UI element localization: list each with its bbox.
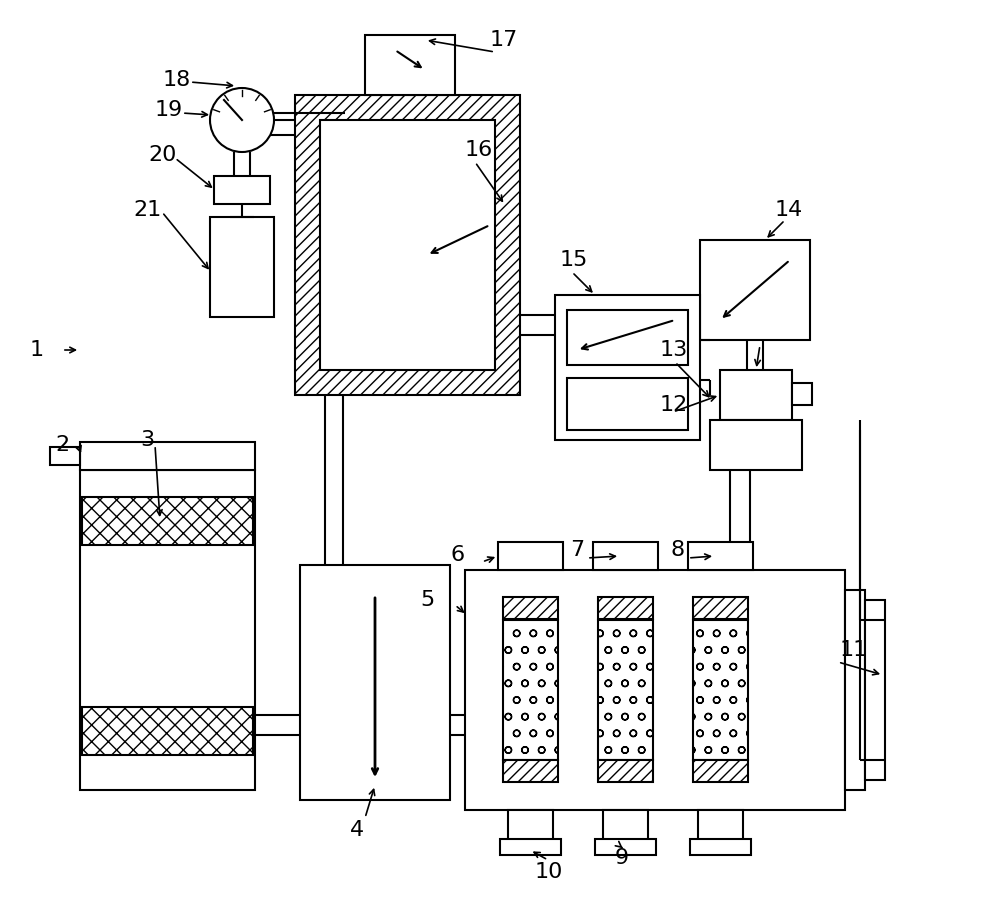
Text: 8: 8: [670, 540, 684, 560]
Text: 17: 17: [490, 30, 518, 50]
Bar: [595, 839, 656, 855]
Bar: [710, 420, 802, 470]
Bar: [693, 620, 748, 760]
Text: 9: 9: [615, 848, 629, 868]
Text: 11: 11: [840, 640, 868, 660]
Text: 13: 13: [660, 340, 688, 360]
Bar: [693, 760, 748, 782]
Bar: [82, 707, 253, 755]
Text: 10: 10: [535, 862, 563, 882]
Text: 15: 15: [560, 250, 588, 270]
Bar: [82, 497, 253, 545]
Bar: [598, 620, 653, 760]
Text: 4: 4: [350, 820, 364, 840]
Bar: [210, 217, 274, 317]
Bar: [300, 565, 450, 800]
Bar: [598, 760, 653, 782]
Text: 2: 2: [55, 435, 69, 455]
Bar: [365, 35, 455, 95]
Bar: [500, 839, 561, 855]
Circle shape: [210, 88, 274, 152]
Bar: [593, 542, 658, 570]
Bar: [80, 442, 255, 470]
Text: 21: 21: [133, 200, 161, 220]
Text: 5: 5: [420, 590, 434, 610]
Bar: [50, 447, 80, 465]
Bar: [555, 295, 700, 440]
Text: 16: 16: [465, 140, 493, 160]
Bar: [845, 590, 865, 790]
Text: 3: 3: [140, 430, 154, 450]
Bar: [508, 810, 553, 842]
Bar: [503, 597, 558, 619]
Bar: [720, 370, 792, 420]
Bar: [320, 120, 495, 370]
Bar: [498, 542, 563, 570]
Bar: [865, 600, 885, 780]
Text: 1: 1: [30, 340, 44, 360]
Text: 12: 12: [660, 395, 688, 415]
Bar: [603, 810, 648, 842]
Bar: [503, 760, 558, 782]
Text: 14: 14: [775, 200, 803, 220]
Bar: [598, 597, 653, 619]
Bar: [465, 570, 845, 810]
Bar: [700, 240, 810, 340]
Bar: [792, 383, 812, 405]
Text: 18: 18: [163, 70, 191, 90]
Bar: [295, 95, 520, 395]
Text: 7: 7: [570, 540, 584, 560]
Bar: [214, 176, 270, 204]
Text: 20: 20: [148, 145, 176, 165]
Bar: [567, 378, 688, 430]
Bar: [688, 542, 753, 570]
Bar: [693, 597, 748, 619]
Bar: [567, 310, 688, 365]
Bar: [698, 810, 743, 842]
Bar: [690, 839, 751, 855]
Text: 6: 6: [450, 545, 464, 565]
Bar: [503, 620, 558, 760]
Bar: [80, 470, 255, 790]
Text: 19: 19: [155, 100, 183, 120]
